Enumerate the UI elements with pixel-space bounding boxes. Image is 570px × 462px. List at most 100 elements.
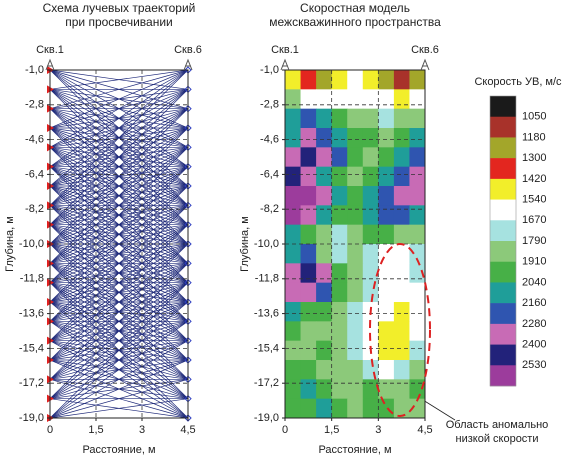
cell — [378, 205, 395, 226]
cell — [393, 205, 410, 226]
y-axis-label: Глубина, м — [4, 216, 16, 272]
cell — [316, 205, 333, 226]
x-tick-label: 0 — [47, 424, 53, 436]
chart-title: межскважинного пространства — [269, 15, 441, 29]
well-icon — [45, 58, 55, 71]
colorbar-label: 2530 — [522, 359, 546, 371]
colorbar-swatch — [490, 158, 516, 180]
ray — [49, 282, 189, 419]
ray — [49, 224, 189, 361]
colorbar-label: 1540 — [522, 193, 546, 205]
well-icon — [420, 58, 430, 71]
cell — [316, 282, 333, 303]
annotation: низкой скорости — [456, 433, 539, 445]
cell — [300, 128, 317, 148]
chart-title: Скоростная модель — [300, 1, 410, 15]
cell — [347, 398, 364, 419]
cell — [300, 244, 317, 264]
cell — [285, 147, 302, 168]
cell — [362, 321, 379, 342]
cell — [409, 302, 426, 322]
ray — [49, 263, 189, 380]
well-label: Скв.1 — [36, 44, 64, 56]
cell — [300, 70, 317, 90]
cell — [285, 398, 302, 419]
cell — [378, 398, 395, 419]
cell — [378, 89, 395, 110]
cell — [362, 186, 379, 206]
cell — [393, 224, 410, 245]
cell — [362, 398, 379, 419]
cell — [409, 224, 426, 245]
ray — [49, 127, 189, 245]
colorbar-label: 2280 — [522, 318, 546, 330]
ray — [49, 89, 189, 225]
cell — [409, 340, 426, 361]
x-axis-label: Расстояние, м — [82, 444, 155, 456]
cell — [393, 340, 410, 361]
cell — [300, 205, 317, 226]
colorbar-label: 1910 — [522, 256, 546, 268]
cell — [393, 186, 410, 206]
cell — [378, 302, 395, 322]
ray — [49, 243, 189, 380]
cell — [285, 205, 302, 226]
cell — [331, 360, 348, 380]
colorbar-swatch — [490, 178, 516, 200]
cell — [285, 108, 302, 129]
cell — [409, 205, 426, 226]
colorbar-label: 1180 — [522, 131, 546, 143]
cell — [378, 282, 395, 303]
x-tick-label: 1,5 — [88, 424, 103, 436]
cell — [378, 186, 395, 206]
colorbar-swatch — [490, 323, 516, 345]
cell — [409, 147, 426, 168]
ray — [49, 108, 189, 245]
cell — [362, 128, 379, 148]
cell — [409, 398, 426, 419]
cell — [316, 302, 333, 322]
cell — [300, 379, 317, 400]
ray — [49, 282, 189, 399]
y-tick-label: -19,0 — [254, 412, 279, 424]
cell — [347, 186, 364, 206]
cell — [316, 186, 333, 206]
cell — [409, 263, 426, 284]
cell — [362, 263, 379, 284]
x-tick-label: 4,5 — [417, 424, 432, 436]
ray — [49, 185, 189, 303]
ray — [49, 147, 189, 283]
cell — [331, 128, 348, 148]
cell — [393, 263, 410, 284]
cell — [393, 282, 410, 303]
x-axis-label: Расстояние, м — [318, 444, 391, 456]
y-tick-label: -11,8 — [255, 273, 279, 285]
well-label: Скв.6 — [411, 44, 439, 56]
well-label: Скв.6 — [174, 44, 202, 56]
ray — [49, 185, 189, 322]
cell — [316, 147, 333, 168]
cell — [347, 70, 364, 90]
cell — [331, 147, 348, 168]
cell — [347, 224, 364, 245]
cell — [300, 282, 317, 303]
y-tick-label: -4,6 — [260, 134, 279, 146]
cell — [285, 244, 302, 264]
cell — [378, 70, 395, 90]
cell — [316, 70, 333, 90]
colorbar-frame — [489, 95, 517, 387]
cell — [378, 147, 395, 168]
cell — [300, 108, 317, 129]
ray — [49, 340, 189, 419]
cell — [331, 224, 348, 245]
y-tick-label: -11,8 — [20, 273, 44, 285]
x-tick-label: 3 — [139, 424, 145, 436]
cell — [362, 205, 379, 226]
cell — [362, 89, 379, 110]
chart-title: Схема лучевых траекторий — [43, 1, 196, 15]
cell — [285, 224, 302, 245]
y-tick-label: -17,2 — [19, 377, 44, 389]
colorbar-label: 2400 — [522, 338, 546, 350]
cell — [409, 70, 426, 90]
x-tick-label: 1,5 — [324, 424, 339, 436]
